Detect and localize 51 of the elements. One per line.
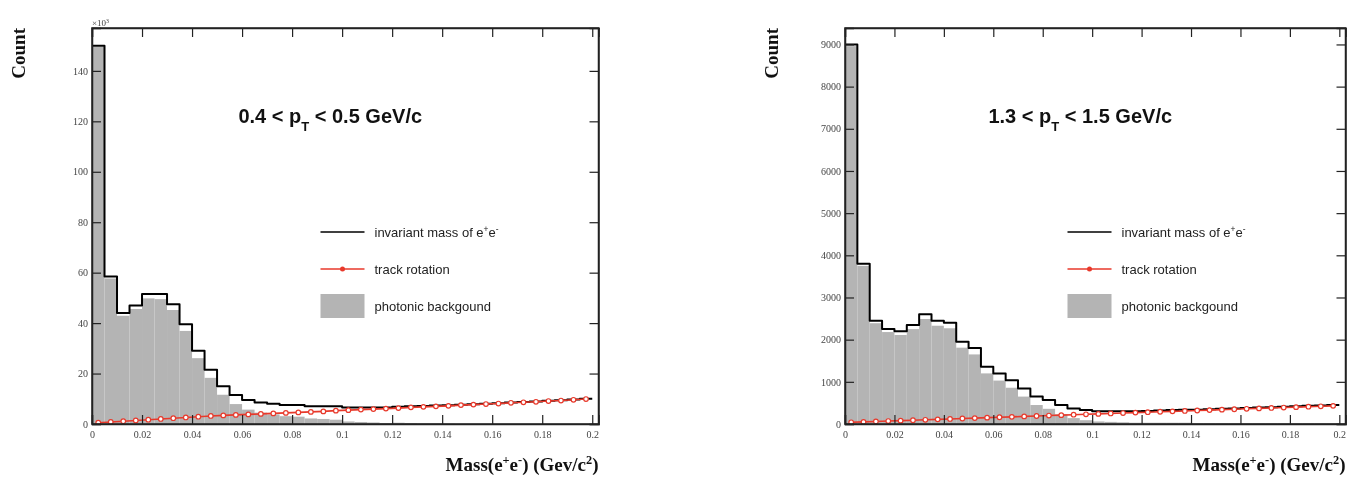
x-tick-label: 0.2 [1333, 429, 1346, 441]
x-axis-title: Mass(e$^{+}$e$^{-}$) (Gev/c$^{2}$) [1192, 453, 1345, 476]
x-tick-label: 0.16 [1231, 429, 1250, 441]
y-tick-label: 6000 [820, 165, 841, 177]
y-tick-label: 1000 [820, 376, 841, 388]
y-tick-label: 0 [835, 418, 841, 430]
x-tick-label: 0.04 [183, 429, 202, 441]
y-tick-label: 7000 [820, 123, 841, 135]
y-tick-label: 40 [78, 317, 88, 329]
y-tick-label: 80 [78, 216, 88, 228]
x-tick-label: 0.08 [283, 429, 302, 441]
x-axis-title: Mass(e$^{+}$e$^{-}$) (Gev/c$^{2}$) [445, 453, 599, 476]
x-tick-label: 0.1 [1085, 429, 1099, 441]
x-tick-label: 0.06 [984, 429, 1003, 441]
x-tick-label: 0.14 [433, 429, 452, 441]
text: ×10$^{3}$ [92, 18, 110, 28]
y-tick-label: 4000 [820, 250, 841, 262]
text: 0.4 < p$_{T}$ < 0.5 GeV/c [238, 105, 423, 134]
legend-label: invariant mass of e$^{+}$e$^{-}$ [1121, 224, 1246, 240]
x-tick-label: 0.1 [336, 429, 349, 441]
y-tick-label: 9000 [820, 39, 841, 51]
y-tick-label: 8000 [820, 81, 841, 93]
y-tick-label: 3000 [820, 292, 841, 304]
x-tick-label: 0.14 [1182, 429, 1200, 441]
y-tick-label: 2000 [820, 334, 841, 346]
legend-label: photonic backgound [1121, 299, 1238, 314]
x-tick-label: 0.08 [1033, 429, 1052, 441]
x-tick-label: 0.2 [586, 429, 599, 441]
y-tick-label: 5000 [820, 207, 841, 219]
y-tick-label: 20 [78, 368, 88, 380]
text: 1.3 < p$_{T}$ < 1.5 GeV/c [987, 105, 1172, 134]
x-tick-label: 0.02 [133, 429, 152, 441]
x-tick-label: 0.02 [885, 429, 904, 441]
x-tick-label: 0.06 [233, 429, 252, 441]
y-tick-label: 0 [83, 418, 88, 430]
x-tick-label: 0.16 [483, 429, 502, 441]
legend-label: invariant mass of e$^{+}$e$^{-}$ [374, 224, 499, 240]
y-tick-label: 60 [78, 267, 88, 279]
legend-label: track rotation [374, 262, 450, 277]
x-tick-label: 0.18 [533, 429, 552, 441]
y-tick-label: 120 [73, 116, 88, 128]
legend-label: photonic backgound [374, 299, 491, 314]
x-tick-label: 0.18 [1281, 429, 1299, 441]
legend-label: track rotation [1121, 262, 1197, 277]
y-axis-title: Count [760, 27, 782, 79]
y-axis-title: Count [8, 27, 29, 79]
y-tick-label: 100 [73, 166, 88, 178]
x-tick-label: 0.12 [1132, 429, 1151, 441]
x-tick-label: 0.12 [383, 429, 402, 441]
x-tick-label: 0.04 [935, 429, 953, 441]
y-tick-label: 140 [73, 65, 88, 77]
